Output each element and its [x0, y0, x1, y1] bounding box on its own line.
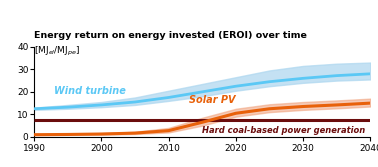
Text: [MJ$_{el}$/MJ$_{pe}$]: [MJ$_{el}$/MJ$_{pe}$] — [34, 45, 80, 58]
Text: Solar PV: Solar PV — [189, 95, 235, 105]
Text: Energy return on energy invested (EROI) over time: Energy return on energy invested (EROI) … — [34, 31, 307, 40]
Text: Hard coal-based power generation: Hard coal-based power generation — [202, 126, 366, 135]
Text: Wind turbine: Wind turbine — [54, 86, 126, 96]
